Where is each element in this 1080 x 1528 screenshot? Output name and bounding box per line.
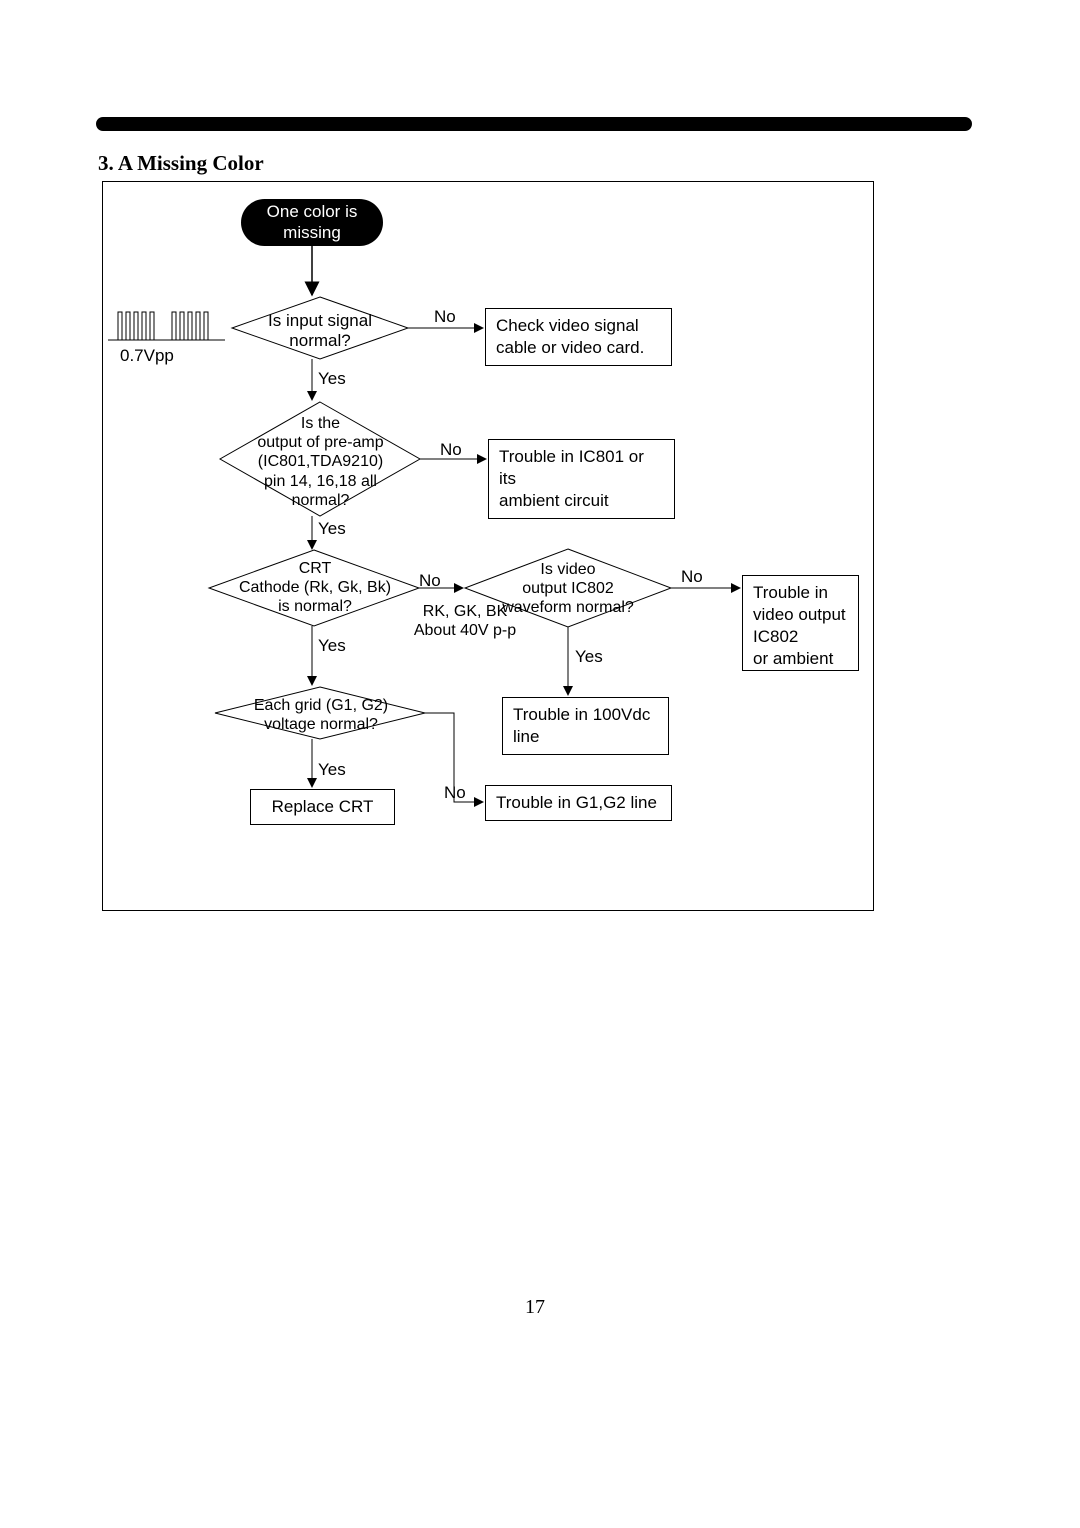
r3-text: Trouble invideo output IC802or ambient — [753, 583, 846, 668]
d3-text: CRTCathode (Rk, Gk, Bk)is normal? — [226, 559, 404, 617]
edge-label-no-2: No — [440, 440, 462, 460]
d2-text: Is theoutput of pre-amp(IC801,TDA9210)pi… — [243, 414, 398, 510]
edge-label-no-4: No — [681, 567, 703, 587]
edge-label-no-1: No — [434, 307, 456, 327]
edge-label-no-5: No — [444, 783, 466, 803]
r1-text: Check video signalcable or video card. — [496, 316, 644, 357]
r4-box: Trouble in 100Vdcline — [502, 697, 669, 755]
d5-text: Each grid (G1, G2)voltage normal? — [246, 696, 396, 734]
signal-vpp-label: 0.7Vpp — [120, 346, 174, 366]
start-node-label: One color ismissing — [267, 202, 358, 243]
r6-text: Trouble in G1,G2 line — [496, 793, 657, 812]
r5-box: Replace CRT — [250, 789, 395, 825]
edge-label-yes-1: Yes — [318, 369, 346, 389]
r3-box: Trouble invideo output IC802or ambient — [742, 575, 859, 671]
page-number: 17 — [525, 1296, 545, 1319]
r6-box: Trouble in G1,G2 line — [485, 785, 672, 821]
r5-text: Replace CRT — [272, 797, 374, 816]
r2-box: Trouble in IC801 or itsambient circuit — [488, 439, 675, 519]
r4-text: Trouble in 100Vdcline — [513, 705, 650, 746]
signal-waveform — [108, 312, 225, 340]
d1-text: Is input signalnormal? — [256, 311, 384, 352]
r2-text: Trouble in IC801 or itsambient circuit — [499, 447, 644, 510]
edge-label-yes-3: Yes — [318, 636, 346, 656]
edge-label-yes-5: Yes — [318, 760, 346, 780]
edge-label-yes-2: Yes — [318, 519, 346, 539]
edge-label-no-3: No — [419, 571, 441, 591]
d3-note: RK, GK, BKAbout 40V p-p — [405, 602, 525, 640]
edge-label-yes-4: Yes — [575, 647, 603, 667]
r1-box: Check video signalcable or video card. — [485, 308, 672, 366]
start-node: One color ismissing — [241, 199, 383, 246]
